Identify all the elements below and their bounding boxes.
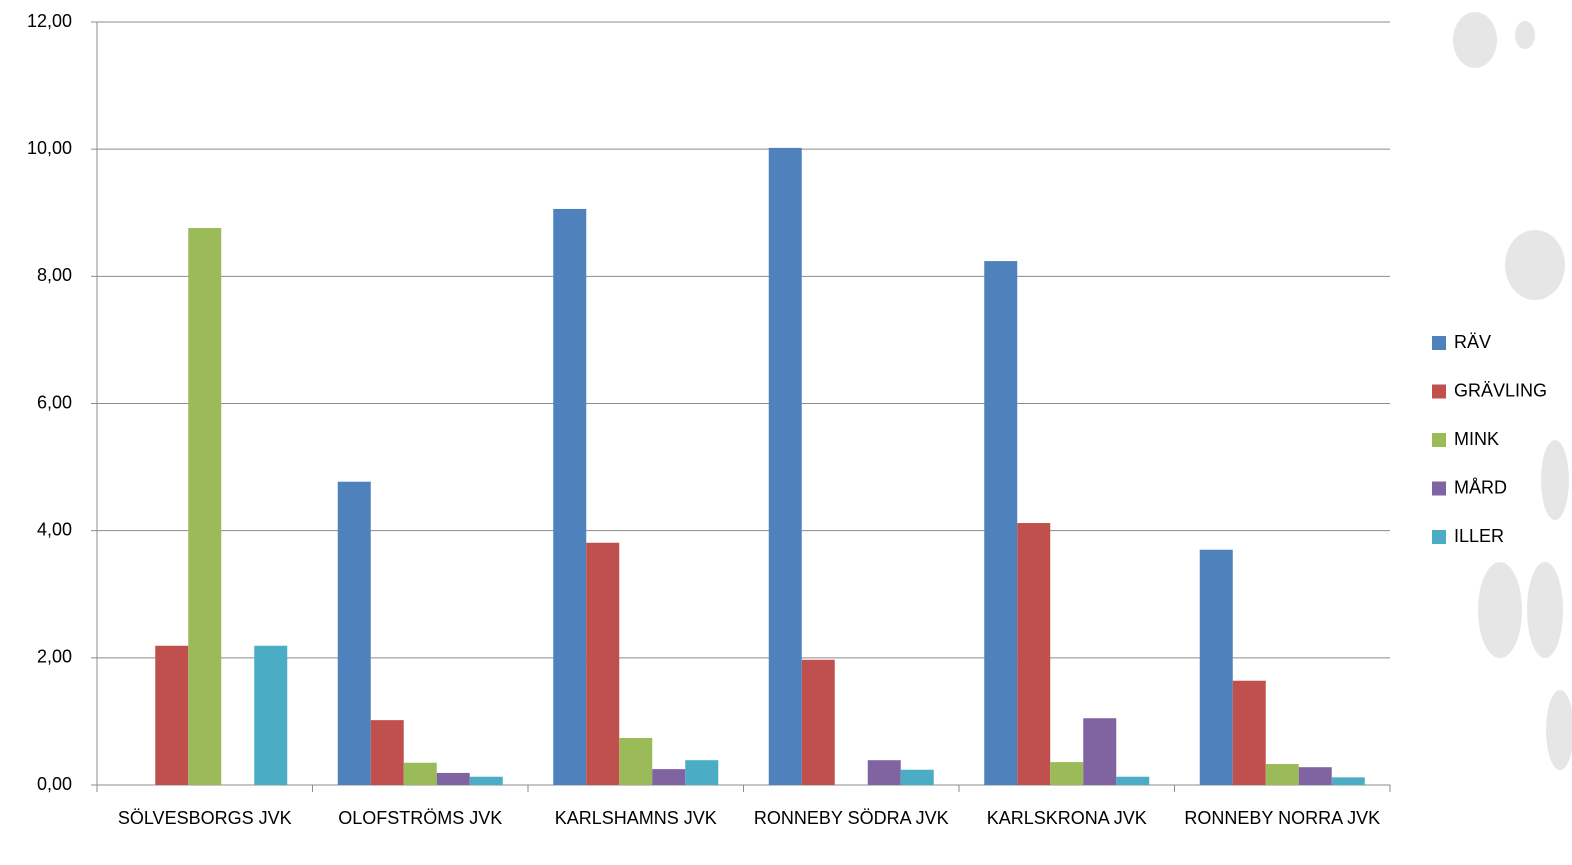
bar (403, 762, 437, 785)
y-tick-label: 8,00 (37, 265, 72, 285)
bar (370, 720, 404, 785)
bar (1331, 777, 1365, 785)
bar (436, 772, 470, 785)
x-tick-label: RONNEBY NORRA JVK (1184, 808, 1381, 828)
bar (984, 261, 1018, 785)
legend-swatch (1432, 433, 1446, 447)
legend-label: GRÄVLING (1454, 380, 1547, 400)
bar (685, 760, 719, 785)
bar (1232, 680, 1266, 785)
y-tick-label: 10,00 (27, 138, 72, 158)
bar (1050, 762, 1084, 785)
legend-swatch (1432, 530, 1446, 544)
y-tick-label: 2,00 (37, 647, 72, 667)
y-tick-label: 0,00 (37, 774, 72, 794)
y-tick-label: 6,00 (37, 392, 72, 412)
bar (586, 542, 620, 785)
bar (1083, 718, 1117, 785)
bar (867, 760, 901, 785)
bar (900, 769, 934, 785)
x-tick-label: RONNEBY SÖDRA JVK (753, 808, 949, 828)
x-tick-label: KARLSKRONA JVK (986, 808, 1147, 828)
x-tick-label: KARLSHAMNS JVK (554, 808, 717, 828)
bar (1298, 767, 1332, 785)
bar (155, 645, 189, 785)
x-tick-label: SÖLVESBORGS JVK (117, 808, 292, 828)
legend-label: RÄV (1454, 332, 1491, 352)
paw-decoration (1453, 12, 1572, 770)
bar (801, 659, 835, 785)
bar (619, 737, 653, 785)
bar (337, 481, 371, 785)
bar (1199, 549, 1233, 785)
bar (254, 645, 288, 785)
bar (1017, 523, 1051, 785)
bar (188, 228, 222, 785)
bar (768, 147, 802, 785)
bar (1265, 764, 1299, 785)
legend-swatch (1432, 336, 1446, 350)
bar (1116, 776, 1150, 785)
x-tick-label: OLOFSTRÖMS JVK (338, 808, 503, 828)
legend-label: MINK (1454, 429, 1499, 449)
y-tick-label: 4,00 (37, 519, 72, 539)
bar (652, 769, 686, 785)
legend-swatch (1432, 384, 1446, 399)
legend-label: MÅRD (1454, 477, 1507, 497)
legend-label: ILLER (1454, 526, 1504, 546)
y-tick-label: 12,00 (27, 11, 72, 31)
legend-swatch (1432, 481, 1446, 496)
bar (553, 208, 587, 785)
bar (469, 776, 503, 785)
